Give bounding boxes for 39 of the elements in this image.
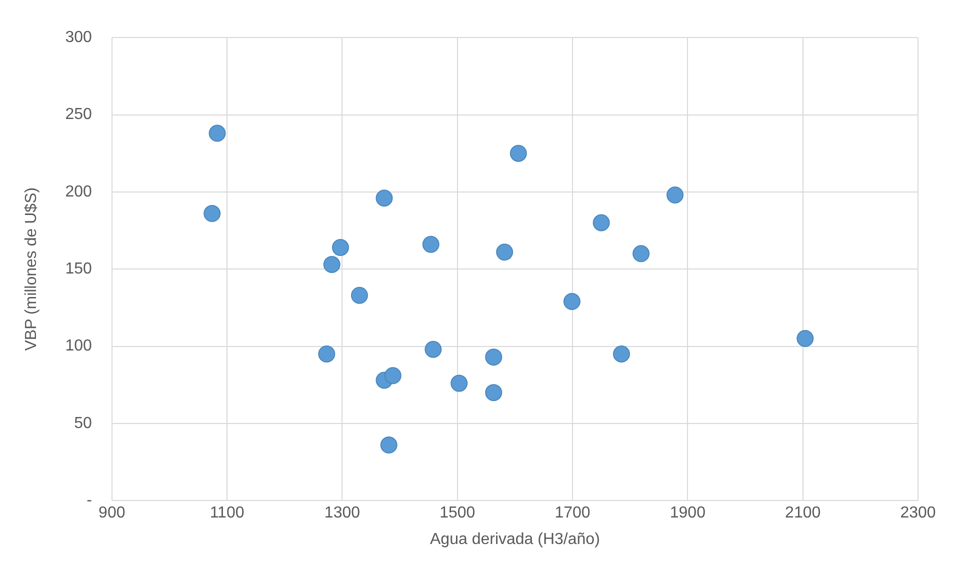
y-tick-label: 50 (74, 414, 92, 432)
point (204, 205, 221, 222)
point (384, 367, 402, 384)
point (380, 436, 398, 454)
point (350, 286, 368, 304)
x-tick-label: 1300 (324, 504, 360, 522)
point (450, 374, 468, 392)
y-tick-label: 250 (65, 106, 92, 124)
point (422, 236, 440, 253)
x-tick-label: 1900 (670, 504, 706, 522)
y-tick-label: 150 (65, 260, 92, 278)
point (510, 144, 527, 162)
point (376, 190, 393, 207)
y-axis-title: VBP (millones de U$S) (23, 187, 40, 351)
point (323, 256, 340, 273)
point (592, 214, 610, 232)
point (318, 345, 336, 362)
x-tick-label: 1700 (554, 504, 590, 522)
point (485, 384, 502, 402)
point (666, 186, 684, 204)
x-tick-label: 2100 (785, 504, 821, 522)
point (563, 293, 580, 310)
y-tick-label: - (86, 492, 92, 510)
point (332, 238, 349, 256)
point (612, 345, 630, 362)
y-tick-label: 200 (65, 183, 92, 200)
y-tick-label: 100 (65, 338, 92, 355)
point (424, 340, 442, 358)
point (485, 348, 502, 366)
point (632, 245, 650, 262)
y-tick-label: 300 (65, 29, 92, 46)
x-tick-label: 2300 (900, 504, 936, 522)
x-tick-label: 900 (98, 504, 126, 522)
x-tick-label: 1500 (440, 504, 476, 522)
x-axis-title: Agua derivada (H3/año) (430, 530, 600, 548)
point (496, 244, 514, 261)
point (796, 330, 814, 348)
point (208, 124, 226, 142)
x-tick-label: 1100 (210, 504, 244, 522)
